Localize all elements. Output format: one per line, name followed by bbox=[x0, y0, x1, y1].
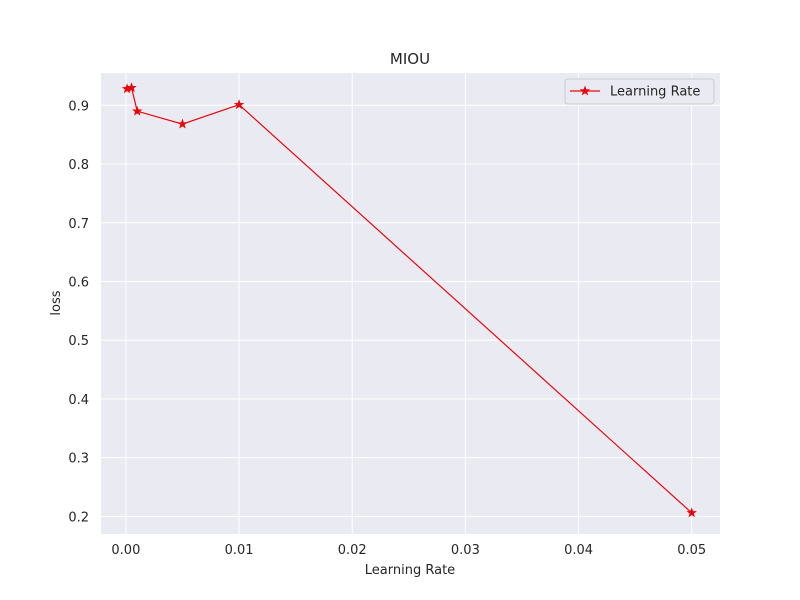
x-tick-label: 0.01 bbox=[225, 543, 254, 558]
legend: Learning Rate bbox=[564, 78, 715, 105]
y-tick-label: 0.2 bbox=[68, 510, 89, 525]
y-gridlines bbox=[101, 104, 720, 517]
chart-title: MIOU bbox=[390, 50, 430, 68]
data-point bbox=[126, 82, 137, 93]
data-point bbox=[686, 507, 697, 518]
y-tick-label: 0.3 bbox=[68, 452, 89, 467]
y-tick-label: 0.7 bbox=[68, 217, 89, 232]
y-axis-label: loss bbox=[49, 290, 64, 315]
x-axis-label: Learning Rate bbox=[365, 563, 455, 578]
y-tick-label: 0.9 bbox=[68, 99, 89, 114]
y-tick-label: 0.8 bbox=[68, 158, 89, 173]
data-point bbox=[132, 105, 143, 116]
legend-box bbox=[564, 78, 715, 105]
data-point bbox=[177, 118, 188, 129]
y-tick-labels: 0.2 0.3 0.4 0.5 0.6 0.7 0.8 0.9 bbox=[68, 99, 89, 525]
x-tick-label: 0.04 bbox=[564, 543, 593, 558]
legend-star-marker bbox=[579, 85, 591, 96]
plot-area bbox=[101, 73, 720, 534]
x-tick-label: 0.05 bbox=[677, 543, 706, 558]
legend-label: Learning Rate bbox=[610, 85, 700, 100]
x-tick-label: 0.02 bbox=[338, 543, 367, 558]
data-point bbox=[233, 99, 245, 110]
x-tick-labels: 0.00 0.01 0.02 0.03 0.04 0.05 bbox=[111, 543, 706, 558]
y-tick-label: 0.5 bbox=[68, 334, 89, 349]
series-layer bbox=[121, 82, 697, 518]
x-tick-label: 0.03 bbox=[451, 543, 480, 558]
y-tick-label: 0.4 bbox=[68, 393, 89, 408]
y-tick-label: 0.6 bbox=[68, 275, 89, 290]
x-tick-label: 0.00 bbox=[111, 543, 140, 558]
